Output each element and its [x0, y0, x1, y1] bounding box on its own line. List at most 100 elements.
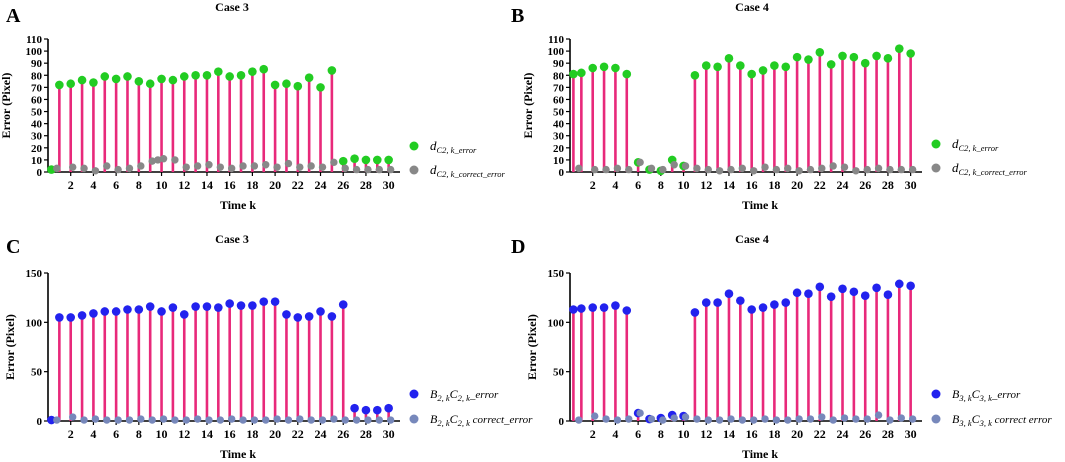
y-tick-label: 0 [559, 416, 565, 428]
data-point [168, 303, 178, 312]
x-tick-label: 18 [246, 427, 258, 441]
data-point [134, 305, 144, 314]
data-point [795, 167, 803, 175]
data-point [908, 415, 917, 423]
data-point [806, 165, 815, 174]
data-point [727, 415, 735, 423]
data-point [826, 60, 836, 69]
series-d_correct_error [575, 158, 917, 175]
data-point [205, 416, 213, 424]
x-tick-label: 18 [768, 427, 780, 441]
x-tick-label: 24 [837, 427, 849, 441]
data-point [111, 74, 121, 84]
data-point [352, 416, 361, 424]
x-tick-label: 24 [315, 427, 327, 441]
panel-title: Case 3 [215, 0, 249, 14]
y-tick-label: 100 [26, 46, 43, 58]
data-point [137, 415, 145, 423]
data-point [227, 164, 236, 173]
data-point [849, 287, 859, 297]
x-tick-label: 18 [246, 178, 258, 192]
data-point [341, 164, 349, 173]
data-point [690, 308, 700, 317]
data-point [575, 164, 583, 173]
data-point [296, 415, 304, 423]
data-point [724, 289, 734, 299]
data-point [316, 83, 325, 92]
y-tick-label: 10 [31, 155, 43, 167]
data-point [236, 301, 246, 310]
data-point [897, 165, 905, 174]
x-tick-label: 22 [814, 427, 826, 441]
data-point [588, 63, 598, 73]
y-tick-label: 20 [31, 143, 43, 155]
data-point [159, 155, 168, 163]
data-point [874, 411, 883, 419]
data-point [145, 79, 155, 89]
data-point [906, 281, 915, 291]
data-point [148, 416, 156, 424]
data-point [330, 158, 338, 167]
data-point [872, 51, 881, 61]
y-tick-label: 10 [553, 155, 565, 167]
data-point [852, 167, 860, 175]
x-tick-label: 14 [723, 178, 735, 192]
data-point [89, 309, 98, 318]
data-point [53, 416, 61, 424]
series-BC_error [47, 297, 393, 425]
data-point [622, 69, 632, 79]
legend-sub1: 3, k [958, 393, 972, 403]
data-point [829, 416, 837, 424]
data-point [886, 165, 894, 174]
data-point [647, 164, 656, 173]
legend-mid: C [450, 412, 459, 426]
x-tick-label: 16 [224, 178, 236, 192]
y-axis-label: Error (Pixel) [3, 314, 17, 380]
data-point [55, 313, 64, 322]
legend-mid: C [450, 387, 459, 401]
data-point [137, 162, 145, 170]
x-tick-label: 8 [658, 178, 664, 192]
x-tick-label: 16 [224, 427, 236, 441]
data-point [849, 52, 859, 62]
data-point [202, 302, 212, 311]
data-point [693, 164, 701, 173]
data-point [282, 310, 291, 319]
data-point [293, 81, 303, 91]
data-point [159, 415, 168, 423]
x-tick-label: 12 [178, 427, 190, 441]
data-point [599, 62, 609, 72]
legend-main: d [430, 162, 437, 177]
data-point [114, 165, 122, 174]
data-point [781, 298, 791, 307]
y-tick-label: 30 [553, 131, 565, 143]
data-point [838, 51, 847, 61]
y-tick-label: 60 [553, 94, 565, 106]
data-point [66, 79, 76, 89]
data-point [154, 156, 162, 164]
data-point [818, 164, 826, 173]
data-point [364, 416, 372, 424]
y-tick-label: 50 [31, 367, 43, 379]
series-d_error [569, 44, 915, 176]
data-point [770, 300, 779, 309]
data-point [375, 416, 383, 424]
data-point [350, 403, 359, 413]
data-point [772, 416, 781, 424]
data-point [701, 61, 711, 70]
x-axis-label: Time k [220, 447, 256, 461]
y-tick-label: 0 [37, 167, 43, 179]
legend-main: B [952, 412, 960, 426]
x-tick-label: 8 [136, 427, 142, 441]
data-point [375, 165, 383, 174]
data-point [182, 163, 190, 171]
y-tick-label: 110 [26, 34, 42, 46]
y-tick-label: 90 [31, 58, 43, 70]
legend-main: d [430, 138, 437, 153]
data-point [193, 162, 202, 170]
data-point [103, 416, 111, 424]
data-point [284, 416, 293, 424]
data-point [599, 303, 609, 312]
